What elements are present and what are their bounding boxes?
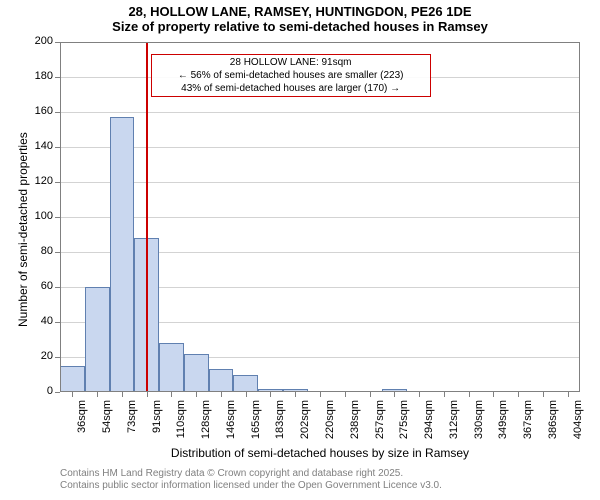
title-line-1: 28, HOLLOW LANE, RAMSEY, HUNTINGDON, PE2… — [0, 0, 600, 19]
annotation-box: 28 HOLLOW LANE: 91sqm ← 56% of semi-deta… — [151, 54, 431, 97]
x-tick-label: 330sqm — [473, 400, 485, 450]
x-tick-mark — [543, 392, 544, 397]
y-tick-label: 20 — [23, 350, 53, 362]
x-tick-label: 220sqm — [324, 400, 336, 450]
annotation-line-3: 43% of semi-detached houses are larger (… — [154, 82, 428, 95]
footer-line-1: Contains HM Land Registry data © Crown c… — [60, 468, 403, 479]
x-tick-mark — [419, 392, 420, 397]
y-axis-label: Number of semi-detached properties — [16, 132, 30, 327]
bar — [159, 343, 184, 392]
x-tick-label: 238sqm — [349, 400, 361, 450]
y-tick-mark — [55, 252, 60, 253]
x-tick-label: 36sqm — [76, 400, 88, 450]
x-tick-mark — [493, 392, 494, 397]
bar — [184, 354, 209, 393]
x-tick-mark — [444, 392, 445, 397]
bar — [110, 117, 135, 392]
y-tick-label: 160 — [23, 105, 53, 117]
x-tick-label: 404sqm — [572, 400, 584, 450]
x-tick-label: 165sqm — [250, 400, 262, 450]
x-tick-label: 275sqm — [398, 400, 410, 450]
x-tick-label: 312sqm — [448, 400, 460, 450]
x-tick-label: 386sqm — [547, 400, 559, 450]
x-tick-label: 110sqm — [175, 400, 187, 450]
x-tick-label: 73sqm — [126, 400, 138, 450]
grid-line — [60, 182, 580, 183]
y-tick-label: 0 — [23, 385, 53, 397]
title-line-2: Size of property relative to semi-detach… — [0, 19, 600, 34]
x-tick-mark — [221, 392, 222, 397]
x-tick-mark — [320, 392, 321, 397]
bar — [85, 287, 110, 392]
plot-area: 28 HOLLOW LANE: 91sqm ← 56% of semi-deta… — [60, 42, 580, 392]
bar — [60, 366, 85, 392]
grid-line — [60, 112, 580, 113]
x-tick-label: 146sqm — [225, 400, 237, 450]
y-tick-mark — [55, 217, 60, 218]
x-tick-label: 202sqm — [299, 400, 311, 450]
y-tick-mark — [55, 392, 60, 393]
x-tick-label: 349sqm — [497, 400, 509, 450]
grid-line — [60, 147, 580, 148]
marker-line — [146, 42, 148, 392]
y-tick-mark — [55, 322, 60, 323]
annotation-line-2: ← 56% of semi-detached houses are smalle… — [154, 69, 428, 82]
x-tick-label: 91sqm — [151, 400, 163, 450]
y-tick-mark — [55, 112, 60, 113]
annotation-line-1: 28 HOLLOW LANE: 91sqm — [154, 56, 428, 69]
x-tick-mark — [171, 392, 172, 397]
y-tick-mark — [55, 147, 60, 148]
x-tick-label: 294sqm — [423, 400, 435, 450]
x-tick-label: 257sqm — [374, 400, 386, 450]
x-tick-label: 54sqm — [101, 400, 113, 450]
grid-line — [60, 217, 580, 218]
x-tick-mark — [147, 392, 148, 397]
x-axis-label: Distribution of semi-detached houses by … — [60, 446, 580, 460]
y-tick-mark — [55, 287, 60, 288]
y-tick-mark — [55, 182, 60, 183]
y-tick-label: 200 — [23, 35, 53, 47]
x-tick-label: 128sqm — [200, 400, 212, 450]
y-tick-mark — [55, 77, 60, 78]
x-tick-label: 367sqm — [522, 400, 534, 450]
x-tick-mark — [394, 392, 395, 397]
x-tick-mark — [568, 392, 569, 397]
x-tick-mark — [345, 392, 346, 397]
y-tick-mark — [55, 42, 60, 43]
x-tick-mark — [518, 392, 519, 397]
bar — [233, 375, 258, 393]
bar — [209, 369, 234, 392]
x-tick-mark — [370, 392, 371, 397]
x-tick-mark — [72, 392, 73, 397]
y-tick-label: 180 — [23, 70, 53, 82]
x-tick-mark — [122, 392, 123, 397]
chart-container: 28, HOLLOW LANE, RAMSEY, HUNTINGDON, PE2… — [0, 0, 600, 500]
x-tick-mark — [97, 392, 98, 397]
x-tick-label: 183sqm — [274, 400, 286, 450]
x-tick-mark — [295, 392, 296, 397]
x-tick-mark — [246, 392, 247, 397]
footer-line-2: Contains public sector information licen… — [60, 480, 442, 491]
y-tick-mark — [55, 357, 60, 358]
x-tick-mark — [469, 392, 470, 397]
x-tick-mark — [196, 392, 197, 397]
x-tick-mark — [270, 392, 271, 397]
